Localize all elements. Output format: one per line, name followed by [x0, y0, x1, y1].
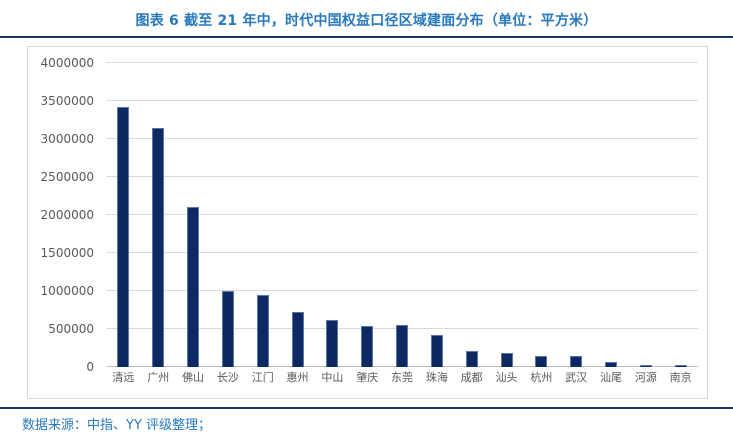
source-note: 数据来源：中指、YY 评级整理；	[22, 418, 212, 433]
gridline	[106, 62, 698, 63]
bar-广州	[152, 127, 165, 367]
chart-title: 图表 6 截至 21 年中，时代中国权益口径区域建面分布（单位：平方米）	[135, 13, 598, 29]
x-tick-label: 杭州	[530, 371, 553, 384]
x-tick-label: 东莞	[391, 371, 414, 384]
y-tick-label: 500000	[48, 322, 94, 336]
bar-slot	[176, 63, 211, 367]
bar-惠州	[291, 312, 304, 367]
bar-slot	[280, 63, 315, 367]
bar-slot	[628, 63, 663, 367]
bar-肇庆	[361, 325, 374, 367]
bar-佛山	[187, 207, 200, 367]
gridline	[106, 252, 698, 253]
gridline	[106, 138, 698, 139]
bar-slot	[141, 63, 176, 367]
chart-area: 0 500000 1000000 1500000 2000000 2500000 30000…	[27, 46, 708, 399]
x-tick-label: 清远	[112, 371, 135, 384]
top-divider	[0, 36, 733, 38]
bar-成都	[465, 351, 478, 367]
gridline	[106, 214, 698, 215]
x-tick-label: 江门	[251, 371, 274, 384]
x-axis: 清远 广州 佛山 长沙 江门 惠州 中山 肇庆 东莞 珠海 成都 汕头 杭州 武汉 汕尾 河源 南京	[106, 370, 698, 388]
x-tick-label: 河源	[634, 371, 657, 384]
bar-slot	[594, 63, 629, 367]
bar-南京	[674, 365, 687, 367]
x-tick-label: 惠州	[286, 371, 309, 384]
x-tick-label: 成都	[460, 371, 483, 384]
y-tick-label: 1500000	[40, 246, 94, 260]
x-tick-label: 南京	[669, 371, 692, 384]
bar-slot	[559, 63, 594, 367]
bar-江门	[256, 295, 269, 367]
y-tick-label: 0	[86, 360, 94, 374]
bar-河源	[639, 364, 652, 367]
x-tick-label: 长沙	[216, 371, 239, 384]
y-tick-label: 3000000	[40, 132, 94, 146]
y-axis: 0 500000 1000000 1500000 2000000 2500000 30000…	[28, 57, 100, 373]
bar-杭州	[535, 355, 548, 367]
y-tick-label: 1000000	[40, 284, 94, 298]
bar-珠海	[430, 334, 443, 367]
x-tick-label: 佛山	[182, 371, 205, 384]
bar-slot	[350, 63, 385, 367]
bar-slot	[489, 63, 524, 367]
x-tick-label: 广州	[147, 371, 170, 384]
bar-东莞	[396, 324, 409, 367]
bar-slot	[524, 63, 559, 367]
x-tick-label: 武汉	[565, 371, 588, 384]
bar-slot	[454, 63, 489, 367]
y-tick-label: 2500000	[40, 170, 94, 184]
bar-武汉	[570, 355, 583, 367]
bar-slot	[106, 63, 141, 367]
bar-长沙	[221, 291, 234, 367]
bar-slot	[210, 63, 245, 367]
bar-slot	[245, 63, 280, 367]
bar-slot	[315, 63, 350, 367]
y-tick-label: 4000000	[40, 56, 94, 70]
y-tick-label: 2000000	[40, 208, 94, 222]
bottom-divider	[0, 407, 733, 409]
gridline	[106, 290, 698, 291]
y-tick-label: 3500000	[40, 94, 94, 108]
bar-slot	[419, 63, 454, 367]
bar-汕头	[500, 352, 513, 367]
plot-area	[106, 62, 698, 367]
bar-series	[106, 63, 698, 367]
x-tick-label: 珠海	[425, 371, 448, 384]
x-tick-label: 汕尾	[600, 371, 622, 384]
bar-slot	[385, 63, 420, 367]
x-tick-label: 中山	[321, 371, 344, 384]
gridline	[106, 100, 698, 101]
bar-中山	[326, 319, 339, 367]
bar-清远	[117, 107, 130, 367]
x-tick-label: 肇庆	[356, 371, 379, 384]
bar-slot	[663, 63, 698, 367]
x-tick-label: 汕头	[495, 371, 518, 384]
gridline	[106, 176, 698, 177]
bar-汕尾	[605, 362, 617, 367]
